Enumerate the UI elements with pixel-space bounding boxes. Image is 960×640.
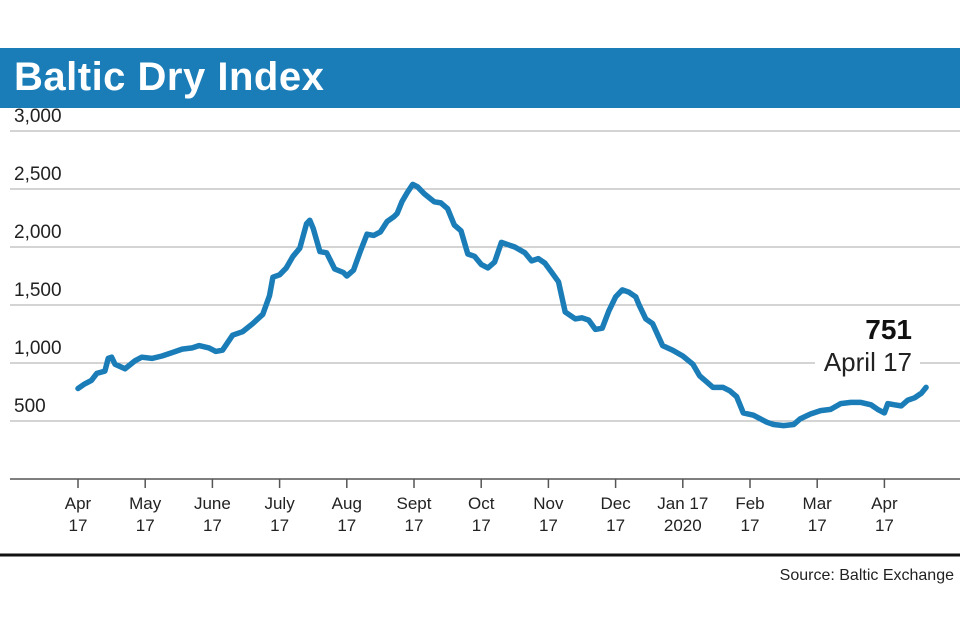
x-tick-label-11: Mar 17 — [803, 494, 833, 535]
x-tick-label-0: Apr 17 — [65, 494, 92, 535]
x-tick-label-1: May 17 — [129, 494, 162, 535]
x-tick-label-6: Oct 17 — [468, 494, 495, 535]
grid-lines — [10, 130, 960, 422]
y-tick-label-2000: 2,000 — [14, 222, 62, 243]
x-tick-label-3: July 17 — [264, 494, 295, 535]
y-tick-label-1000: 1,000 — [14, 338, 62, 359]
title-banner: Baltic Dry Index — [0, 48, 960, 108]
x-axis-tick-labels: Apr 17 May 17 June 17 July 17 Aug 17 Sept 17 Oct 17 No… — [65, 494, 898, 535]
series-group — [75, 181, 929, 429]
annotation-date: April 17 — [824, 347, 912, 377]
x-tick-label-12: Apr 17 — [871, 494, 898, 535]
x-tick-label-10: Feb 17 — [735, 494, 764, 535]
series-line-0 — [75, 181, 929, 429]
y-tick-label-3000: 3,000 — [14, 106, 62, 127]
x-tick-label-4: Aug 17 — [332, 494, 362, 535]
source-note: Source: Baltic Exchange — [779, 567, 954, 584]
annotation-value: 751 — [865, 314, 912, 345]
x-tick-label-8: Dec 17 — [600, 494, 631, 535]
y-tick-label-2500: 2,500 — [14, 164, 62, 185]
x-tick-label-2: June 17 — [194, 494, 231, 535]
x-axis — [10, 478, 960, 488]
x-tick-label-5: Sept 17 — [397, 494, 432, 535]
y-tick-label-1500: 1,500 — [14, 280, 62, 301]
y-axis-tick-labels: 500 1,000 1,500 2,000 2,500 3,000 — [14, 106, 62, 417]
annotation-backdrop — [815, 347, 920, 377]
y-tick-label-500: 500 — [14, 396, 46, 417]
chart-title: Baltic Dry Index — [14, 55, 325, 99]
x-tick-label-7: Nov 17 — [533, 494, 564, 535]
x-tick-label-9: Jan 17 2020 — [657, 494, 708, 535]
